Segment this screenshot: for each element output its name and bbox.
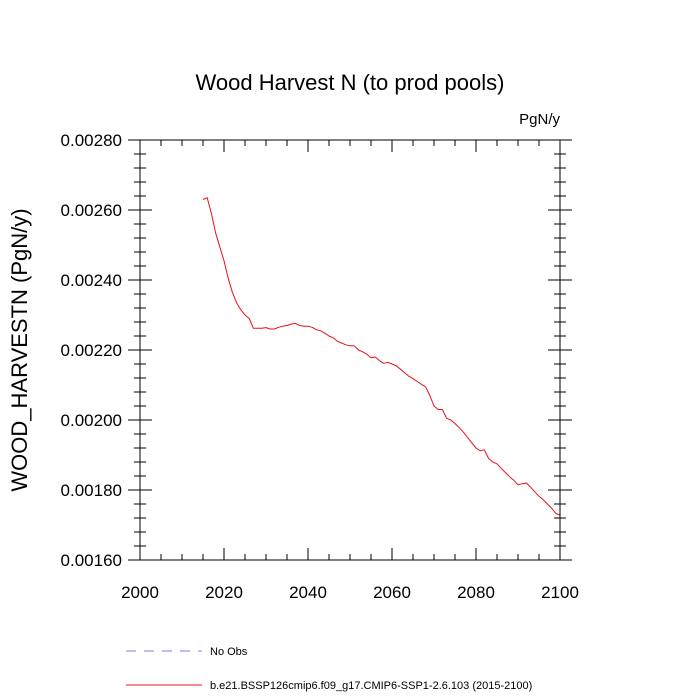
units-label: PgN/y xyxy=(519,111,560,128)
x-tick-label: 2020 xyxy=(205,583,243,602)
y-tick-label: 0.00220 xyxy=(61,341,122,360)
y-tick-label: 0.00180 xyxy=(61,481,122,500)
series-line xyxy=(202,197,561,516)
y-axis-label: WOOD_HARVESTN (PgN/y) xyxy=(7,208,32,491)
y-tick-label: 0.00200 xyxy=(61,411,122,430)
y-tick-label: 0.00260 xyxy=(61,201,122,220)
legend-label-model: b.e21.BSSP126cmip6.f09_g17.CMIP6-SSP1-2.… xyxy=(210,680,532,692)
y-tick-label: 0.00240 xyxy=(61,271,122,290)
axis-ticks xyxy=(128,139,572,561)
x-tick-label: 2040 xyxy=(289,583,327,602)
x-tick-label: 2100 xyxy=(541,583,579,602)
legend-label-no-obs: No Obs xyxy=(210,646,248,658)
x-tick-label: 2060 xyxy=(373,583,411,602)
tick-labels: 2000 2020 2040 2060 2080 2100 0.00160 0.00180 0.… xyxy=(61,131,579,602)
chart-title: Wood Harvest N (to prod pools) xyxy=(196,70,505,95)
x-tick-label: 2080 xyxy=(457,583,495,602)
x-tick-label: 2000 xyxy=(121,583,159,602)
plot-frame xyxy=(139,139,561,561)
y-tick-label: 0.00160 xyxy=(61,551,122,570)
y-tick-label: 0.00280 xyxy=(61,131,122,150)
legend: No Obs b.e21.BSSP126cmip6.f09_g17.CMIP6-… xyxy=(126,646,532,692)
plot-area xyxy=(202,197,561,516)
